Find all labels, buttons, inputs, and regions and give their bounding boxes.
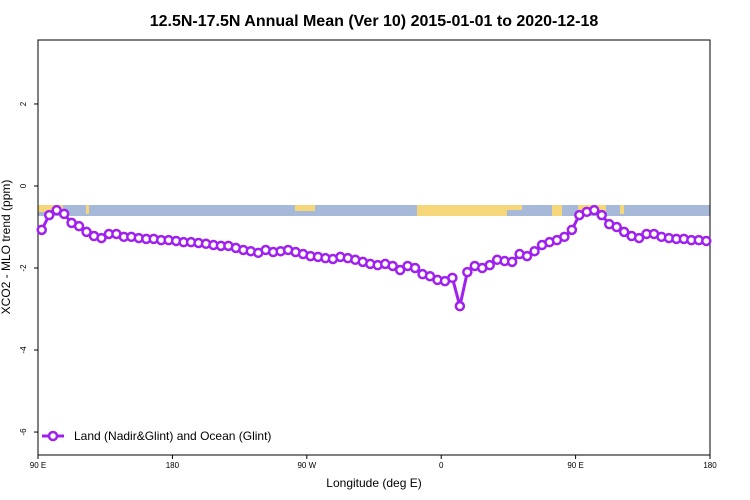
data-point	[596, 209, 607, 221]
chart-title: 12.5N-17.5N Annual Mean (Ver 10) 2015-01…	[150, 13, 599, 30]
data-point	[506, 256, 518, 268]
land-ocean-strip	[38, 205, 710, 216]
data-point	[521, 250, 533, 262]
y-tick-label: -2	[19, 264, 28, 272]
data-point	[611, 221, 622, 233]
x-tick-label: 180	[703, 461, 717, 470]
y-axis-label: XCO2 - MLO trend (ppm)	[0, 180, 13, 315]
x-axis-label: Longitude (deg E)	[326, 476, 421, 490]
x-tick-label: 90 E	[30, 461, 46, 470]
data-point	[394, 264, 406, 276]
data-point	[58, 208, 70, 220]
y-tick-label: 2	[19, 101, 28, 106]
data-point	[559, 231, 570, 243]
data-point	[73, 220, 85, 232]
data-point	[589, 204, 600, 216]
x-tick-label: 180	[166, 461, 180, 470]
x-tick-label: 90 W	[297, 461, 316, 470]
y-tick-label: -4	[19, 346, 28, 354]
x-tick-label: 0	[439, 461, 444, 470]
data-point	[447, 272, 458, 284]
plot-frame	[37, 39, 711, 456]
data-point	[454, 300, 466, 312]
data-point	[81, 226, 92, 238]
data-point	[484, 259, 495, 271]
x-tick-label: 90 E	[567, 461, 583, 470]
data-point	[96, 232, 107, 244]
legend-label: Land (Nadir&Glint) and Ocean (Glint)	[74, 429, 271, 443]
data-point	[618, 226, 630, 238]
y-tick-label: -6	[19, 428, 28, 436]
data-point	[566, 224, 578, 236]
data-point	[701, 235, 712, 247]
data-point	[409, 262, 421, 274]
data-point	[529, 245, 540, 257]
data-point	[36, 224, 47, 236]
legend: Land (Nadir&Glint) and Ocean (Glint)	[42, 429, 271, 443]
data-point	[633, 232, 645, 244]
legend-marker	[47, 430, 59, 442]
y-tick-label: 0	[19, 183, 28, 188]
data-point	[387, 260, 398, 272]
data-point	[462, 266, 473, 278]
data-point	[43, 209, 55, 221]
